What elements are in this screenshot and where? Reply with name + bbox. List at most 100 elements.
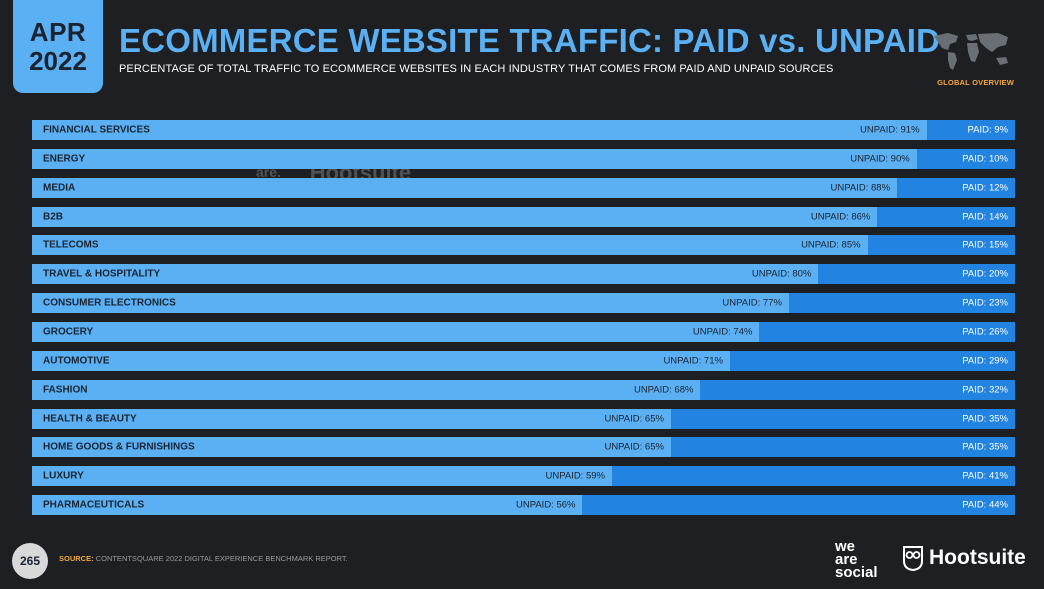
bar-row: PHARMACEUTICALS UNPAID: 56% PAID: 44% (32, 495, 1015, 516)
bar-row: TELECOMS UNPAID: 85% PAID: 15% (32, 235, 1015, 256)
paid-value-label: PAID: 9% (967, 124, 1008, 136)
bar-row: LUXURY UNPAID: 59% PAID: 41% (32, 466, 1015, 487)
unpaid-value-label: UNPAID: 68% (633, 384, 694, 396)
page-number: 265 (12, 543, 48, 579)
bar-unpaid: TRAVEL & HOSPITALITY UNPAID: 80% (32, 264, 819, 285)
category-label: FINANCIAL SERVICES (43, 124, 150, 136)
category-label: ENERGY (43, 153, 86, 165)
paid-value-label: PAID: 23% (962, 297, 1008, 309)
bar-unpaid: LUXURY UNPAID: 59% (32, 466, 612, 487)
bar-unpaid: HEALTH & BEAUTY UNPAID: 65% (32, 408, 671, 429)
date-year: 2022 (29, 46, 87, 76)
page-subtitle: PERCENTAGE OF TOTAL TRAFFIC TO ECOMMERCE… (119, 63, 834, 75)
bar-row: CONSUMER ELECTRONICS UNPAID: 77% PAID: 23% (32, 293, 1015, 314)
bar-paid: PAID: 35% (670, 437, 1015, 458)
source-label: SOURCE: (59, 554, 94, 563)
unpaid-value-label: UNPAID: 65% (604, 441, 664, 453)
source-text: CONTENTSQUARE 2022 DIGITAL EXPERIENCE BE… (95, 554, 348, 563)
paid-value-label: PAID: 26% (962, 326, 1008, 338)
unpaid-value-label: UNPAID: 56% (515, 499, 576, 511)
page-title: ECOMMERCE WEBSITE TRAFFIC: PAID vs. UNPA… (119, 22, 941, 59)
category-label: MEDIA (43, 182, 76, 194)
bar-row: FASHION UNPAID: 68% PAID: 32% (32, 379, 1015, 400)
bar-paid: PAID: 9% (926, 120, 1015, 140)
bar-row: GROCERY UNPAID: 74% PAID: 26% (32, 321, 1015, 342)
bar-row: AUTOMOTIVE UNPAID: 71% PAID: 29% (32, 350, 1015, 371)
bar-unpaid: B2B UNPAID: 86% (32, 206, 878, 227)
bar-paid: PAID: 23% (788, 293, 1015, 314)
source-note: SOURCE: CONTENTSQUARE 2022 DIGITAL EXPER… (59, 554, 348, 563)
unpaid-value-label: UNPAID: 59% (545, 470, 605, 482)
paid-value-label: PAID: 15% (962, 239, 1008, 251)
category-label: PHARMACEUTICALS (43, 499, 145, 511)
category-label: TRAVEL & HOSPITALITY (43, 268, 161, 280)
bar-paid: PAID: 32% (700, 379, 1015, 400)
category-label: B2B (43, 211, 64, 223)
unpaid-value-label: UNPAID: 80% (751, 268, 812, 280)
paid-value-label: PAID: 20% (962, 268, 1008, 280)
category-label: AUTOMOTIVE (43, 355, 110, 367)
bar-paid: PAID: 41% (611, 466, 1015, 487)
unpaid-value-label: UNPAID: 91% (860, 124, 920, 136)
unpaid-value-label: UNPAID: 85% (801, 239, 861, 251)
paid-value-label: PAID: 14% (962, 211, 1008, 223)
unpaid-value-label: UNPAID: 65% (604, 413, 664, 424)
bar-paid: PAID: 35% (670, 408, 1015, 429)
bar-row: B2B UNPAID: 86% PAID: 14% (32, 206, 1015, 227)
category-label: HEALTH & BEAUTY (43, 413, 137, 424)
paid-value-label: PAID: 12% (962, 182, 1008, 194)
date-month: APR (29, 17, 87, 47)
paid-value-label: PAID: 32% (962, 384, 1008, 396)
bar-paid: PAID: 44% (582, 495, 1015, 516)
bar-paid: PAID: 10% (916, 148, 1015, 169)
paid-value-label: PAID: 29% (962, 355, 1008, 367)
category-label: HOME GOODS & FURNISHINGS (43, 441, 195, 453)
unpaid-value-label: UNPAID: 86% (810, 211, 871, 223)
hootsuite-logo: Hootsuite (902, 545, 1026, 571)
bar-unpaid: AUTOMOTIVE UNPAID: 71% (32, 350, 730, 371)
bar-paid: PAID: 15% (867, 235, 1015, 256)
bar-paid: PAID: 12% (897, 177, 1015, 198)
owl-icon (903, 546, 923, 571)
bar-row: ENERGY UNPAID: 90% PAID: 10% (32, 148, 1015, 169)
hootsuite-wordmark: Hootsuite (929, 546, 1026, 569)
paid-value-label: PAID: 41% (962, 470, 1008, 482)
bar-unpaid: PHARMACEUTICALS UNPAID: 56% (32, 495, 583, 516)
paid-value-label: PAID: 10% (962, 153, 1008, 165)
bar-row: FINANCIAL SERVICES UNPAID: 91% PAID: 9% (32, 120, 1015, 140)
paid-value-label: PAID: 44% (962, 499, 1008, 511)
bar-unpaid: MEDIA UNPAID: 88% (32, 177, 898, 198)
stacked-bar-chart: FINANCIAL SERVICES UNPAID: 91% PAID: 9% ENE… (32, 120, 1015, 516)
category-label: CONSUMER ELECTRONICS (43, 297, 176, 309)
we-are-social-logo: we are social (835, 538, 878, 581)
bar-row: TRAVEL & HOSPITALITY UNPAID: 80% PAID: 20% (32, 264, 1015, 285)
global-overview-label: GLOBAL OVERVIEW (937, 78, 1014, 87)
bar-paid: PAID: 14% (877, 206, 1015, 227)
bar-unpaid: FASHION UNPAID: 68% (32, 379, 701, 400)
date-badge: APR 2022 (13, 0, 103, 93)
unpaid-value-label: UNPAID: 71% (663, 355, 723, 367)
world-map-icon (934, 33, 1008, 70)
bar-row: HOME GOODS & FURNISHINGS UNPAID: 65% PAID:… (32, 437, 1015, 458)
unpaid-value-label: UNPAID: 90% (850, 153, 910, 165)
category-label: FASHION (43, 384, 88, 396)
bar-unpaid: FINANCIAL SERVICES UNPAID: 91% (32, 120, 927, 140)
bar-row: MEDIA UNPAID: 88% PAID: 12% (32, 177, 1015, 198)
bar-paid: PAID: 20% (818, 264, 1015, 285)
unpaid-value-label: UNPAID: 88% (830, 182, 891, 194)
bar-unpaid: CONSUMER ELECTRONICS UNPAID: 77% (32, 293, 789, 314)
bar-unpaid: TELECOMS UNPAID: 85% (32, 235, 868, 256)
bar-unpaid: ENERGY UNPAID: 90% (32, 148, 917, 169)
bar-unpaid: GROCERY UNPAID: 74% (32, 321, 760, 342)
bar-unpaid: HOME GOODS & FURNISHINGS UNPAID: 65% (32, 437, 671, 458)
unpaid-value-label: UNPAID: 74% (692, 326, 753, 338)
bar-paid: PAID: 29% (729, 350, 1015, 371)
bar-paid: PAID: 26% (759, 321, 1015, 342)
category-label: TELECOMS (43, 239, 99, 251)
paid-value-label: PAID: 35% (962, 441, 1008, 453)
unpaid-value-label: UNPAID: 77% (722, 297, 782, 309)
bar-row: HEALTH & BEAUTY UNPAID: 65% PAID: 35% (32, 408, 1015, 429)
category-label: LUXURY (43, 470, 84, 482)
paid-value-label: PAID: 35% (962, 413, 1008, 424)
category-label: GROCERY (43, 326, 94, 338)
